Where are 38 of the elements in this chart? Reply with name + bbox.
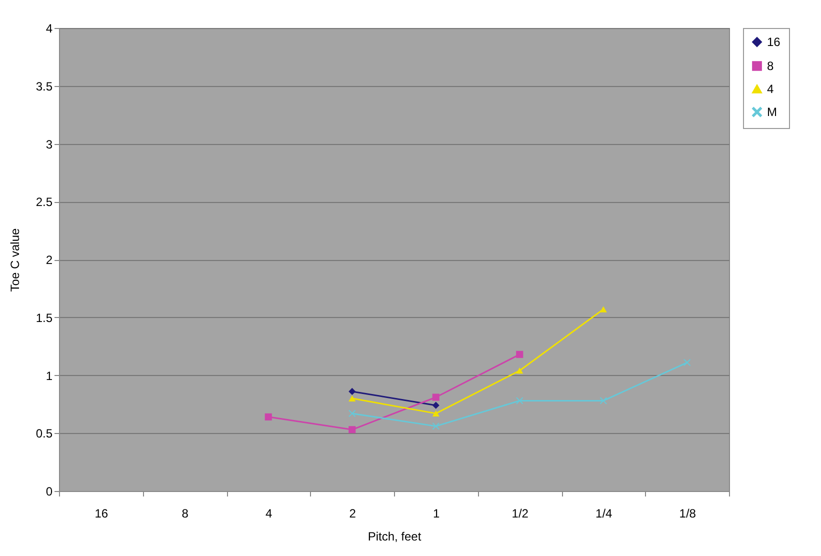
y-tick-label: 1	[46, 368, 53, 383]
x-tick-label: 4	[266, 506, 273, 520]
legend-label: 16	[767, 35, 781, 49]
x-tick-label: 2	[349, 506, 356, 520]
point	[348, 395, 356, 402]
x-tick-label: 16	[94, 506, 108, 520]
y-axis-title: Toe C value	[8, 228, 22, 292]
point	[516, 350, 524, 358]
x-axis-title: Pitch, feet	[368, 530, 422, 544]
legend-label: 4	[767, 82, 774, 96]
point	[264, 413, 272, 420]
y-tick-label: 3.5	[36, 79, 53, 94]
y-tick-label: 0.5	[36, 426, 53, 441]
x-tick-label: 1/8	[679, 506, 696, 520]
x-tick-label: 8	[182, 506, 189, 520]
point	[348, 426, 356, 434]
point	[432, 402, 440, 409]
y-tick-label: 2.5	[36, 195, 53, 210]
y-tick-label: 1.5	[36, 310, 53, 325]
legend-label: 8	[767, 59, 774, 73]
y-tick-label: 2	[46, 253, 53, 267]
y-tick-label: 4	[46, 22, 53, 36]
point	[516, 397, 524, 404]
x-tick-label: 1/4	[596, 506, 613, 520]
point	[600, 306, 607, 312]
y-tick-label: 3	[46, 137, 53, 152]
point	[432, 422, 440, 430]
point	[348, 410, 356, 417]
x-tick-label: 1	[433, 506, 440, 520]
point	[432, 410, 440, 417]
point	[348, 388, 356, 395]
point	[432, 394, 440, 401]
point	[516, 368, 524, 374]
y-tick-label: 0	[46, 484, 53, 498]
x-tick-label: 1/2	[512, 506, 529, 520]
point	[684, 358, 691, 366]
legend-label: M	[767, 105, 777, 119]
point	[600, 397, 607, 404]
